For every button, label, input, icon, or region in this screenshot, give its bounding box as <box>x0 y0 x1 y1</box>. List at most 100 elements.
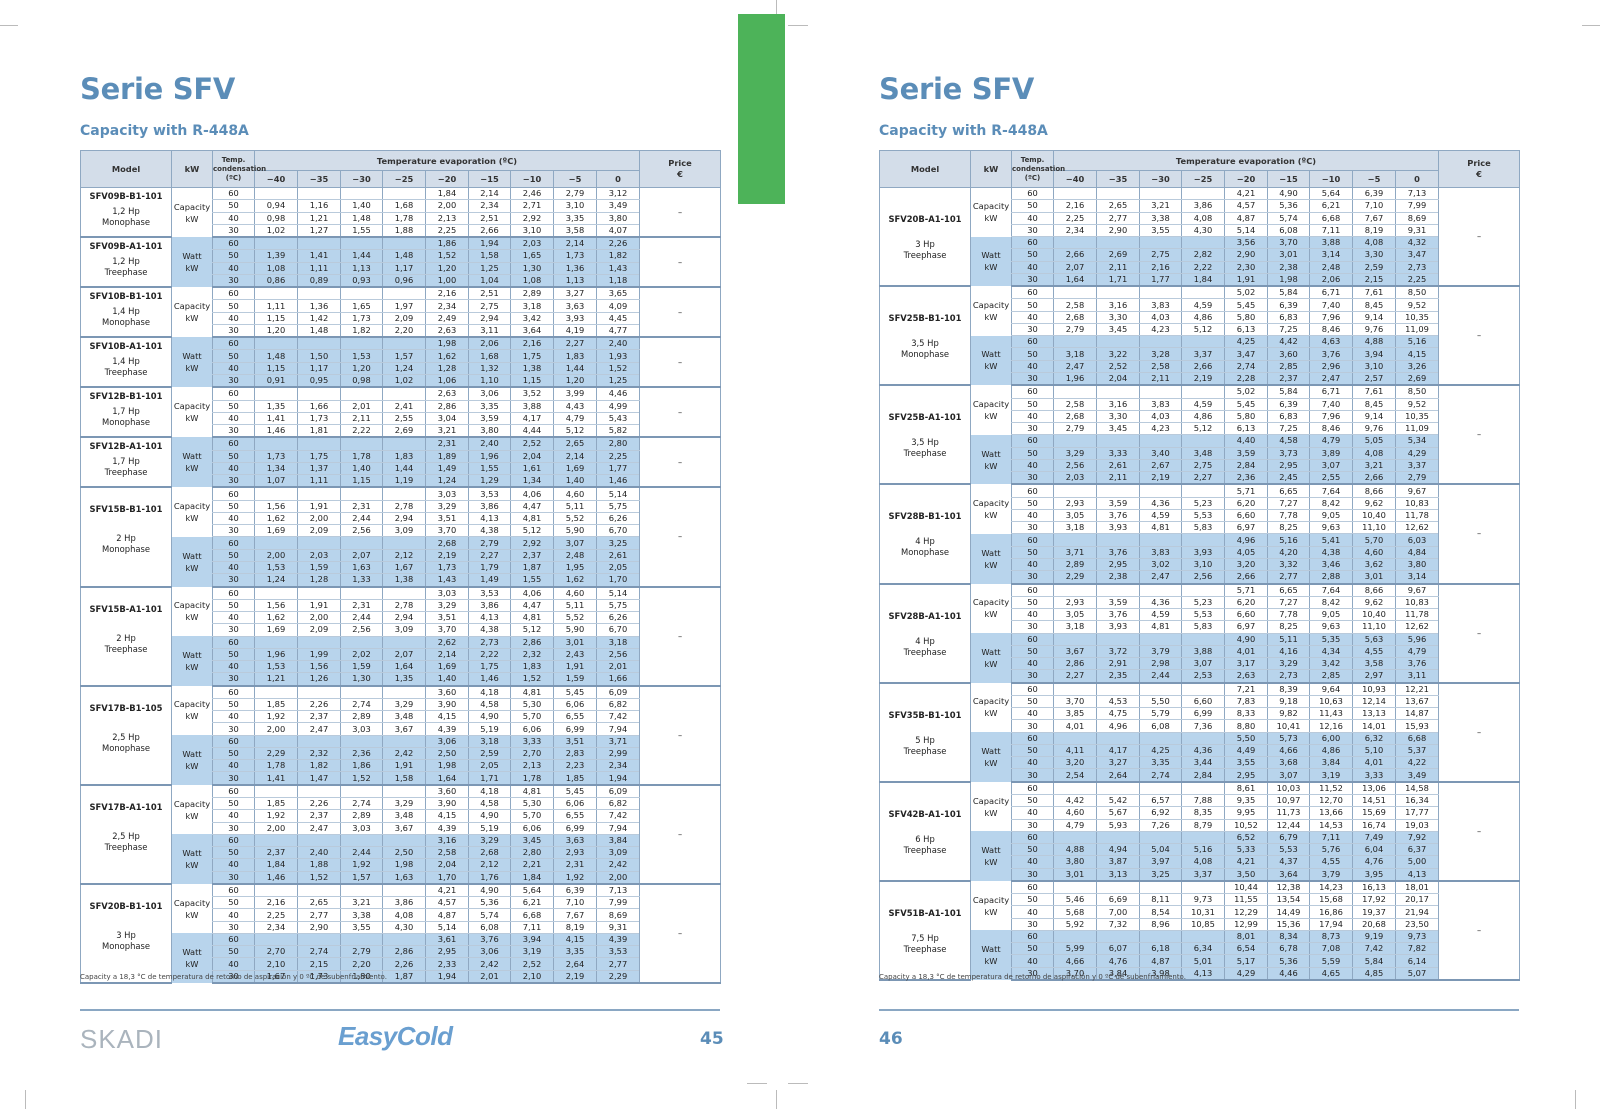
value-cell: 7,42 <box>595 809 640 823</box>
value-cell: 1,35 <box>382 672 426 687</box>
value-cell: 9,05 <box>1309 608 1353 622</box>
value-cell: 7,11 <box>1309 831 1353 845</box>
value-cell <box>1139 880 1182 895</box>
value-cell: 1,92 <box>254 710 298 724</box>
value-cell: 2,86 <box>382 945 426 959</box>
value-cell <box>297 337 341 351</box>
value-cell <box>1139 434 1182 448</box>
value-cell: 1,02 <box>382 374 426 389</box>
unit-cell: Watt kW <box>970 236 1012 287</box>
value-cell: 1,20 <box>254 324 298 339</box>
value-cell: 4,79 <box>1394 645 1439 659</box>
value-cell: 0,96 <box>382 274 426 289</box>
value-cell: 2,34 <box>468 199 511 213</box>
value-cell: 2,89 <box>1053 558 1097 572</box>
value-cell: 8,96 <box>1139 918 1182 931</box>
value-cell: 3,73 <box>1267 447 1310 460</box>
value-cell: 2,57 <box>1352 372 1396 387</box>
value-cell: 2,95 <box>425 945 469 959</box>
temp-condensation-cell: 30 <box>212 274 255 289</box>
value-cell: 3,45 <box>510 834 554 848</box>
value-cell <box>1053 187 1097 201</box>
value-cell: 4,38 <box>468 623 511 637</box>
model-phase: Monophase <box>101 940 151 951</box>
value-cell: 7,32 <box>1096 918 1140 931</box>
evap-col-header: 0 <box>595 170 641 188</box>
value-cell: 2,37 <box>297 710 341 724</box>
value-cell: 1,93 <box>595 349 640 363</box>
value-cell: 1,65 <box>340 299 383 313</box>
value-cell: 2,86 <box>425 400 469 413</box>
value-cell: 2,03 <box>1053 471 1097 486</box>
value-cell: 1,98 <box>425 759 469 773</box>
value-cell: 3,18 <box>468 735 511 748</box>
value-cell: 10,97 <box>1267 794 1310 808</box>
value-cell: 4,25 <box>1139 744 1182 758</box>
value-cell: 1,08 <box>510 274 554 289</box>
value-cell: 6,32 <box>1352 732 1396 745</box>
temp-condensation-cell: 30 <box>1011 323 1054 337</box>
value-cell: 1,07 <box>254 474 298 489</box>
unit-cell: Watt kW <box>970 335 1012 386</box>
value-cell: 3,95 <box>1352 868 1396 882</box>
temp-condensation-cell: 60 <box>1011 533 1054 547</box>
value-cell: 5,19 <box>468 722 511 736</box>
value-cell: 1,28 <box>425 362 469 375</box>
table-row: 30 1,02 1,27 1,55 1,88 2,25 2,66 3,10 3,58 4,07 <box>81 224 721 239</box>
value-cell: 2,14 <box>553 450 597 463</box>
model-power: 1,4 Hp <box>112 306 140 317</box>
temp-condensation-cell: 50 <box>1011 546 1054 559</box>
table-row: 30 2,03 2,11 2,19 2,27 2,36 2,45 2,55 2,66 2,79 <box>880 471 1520 486</box>
temp-condensation-cell: 30 <box>212 524 255 538</box>
crop-mark <box>788 25 808 26</box>
evap-col-header: −10 <box>1309 170 1353 188</box>
value-cell: 4,58 <box>468 698 511 712</box>
temp-condensation-cell: 30 <box>212 374 255 389</box>
value-cell: 2,46 <box>510 187 554 201</box>
value-cell: 4,99 <box>595 400 640 413</box>
value-cell: 4,88 <box>1352 335 1396 349</box>
header-temp-evaporation: Temperature evaporation (ºC) <box>253 150 641 171</box>
value-cell <box>1053 533 1097 547</box>
value-cell: 1,11 <box>297 262 341 275</box>
value-cell <box>1096 286 1140 300</box>
value-cell: 2,30 <box>1224 261 1268 274</box>
value-cell: 6,34 <box>1181 942 1225 956</box>
value-cell: 7,25 <box>1267 323 1310 337</box>
value-cell: 3,71 <box>595 735 640 748</box>
value-cell: 3,26 <box>1394 360 1439 373</box>
value-cell: 2,47 <box>297 822 341 835</box>
unit-cell: Capacity kW <box>171 187 213 238</box>
value-cell: 11,10 <box>1352 521 1396 535</box>
value-cell: 5,74 <box>468 908 511 922</box>
unit-label: kW <box>984 361 998 372</box>
value-cell: 3,61 <box>425 933 469 947</box>
value-cell: 3,27 <box>553 287 597 301</box>
value-cell: 3,47 <box>1394 248 1439 262</box>
value-cell <box>340 287 383 301</box>
value-cell: 3,88 <box>1309 236 1353 250</box>
value-cell: 2,93 <box>1053 596 1097 610</box>
table-row: 30 0,91 0,95 0,98 1,02 1,06 1,10 1,15 1,20 1,25 <box>81 374 721 389</box>
value-cell: 3,03 <box>340 722 383 736</box>
value-cell: 6,99 <box>1181 707 1225 721</box>
value-cell: 7,27 <box>1267 497 1310 510</box>
value-cell: 13,66 <box>1309 806 1353 820</box>
value-cell: 4,86 <box>1181 410 1225 424</box>
value-cell: 7,88 <box>1181 794 1225 808</box>
page-number: 46 <box>879 1029 903 1049</box>
value-cell: 9,05 <box>1309 509 1353 523</box>
value-cell: 3,80 <box>1394 558 1439 572</box>
value-cell: 3,48 <box>382 710 426 724</box>
temp-condensation-cell: 60 <box>1011 434 1054 448</box>
value-cell <box>1139 633 1182 646</box>
table-row: Watt kW 60 2,62 2,73 2,86 3,01 3,18 <box>81 636 721 686</box>
value-cell: 1,69 <box>254 623 298 637</box>
unit-label: kW <box>984 609 998 620</box>
value-cell: 3,83 <box>1139 546 1182 559</box>
value-cell: 1,94 <box>595 771 640 786</box>
value-cell: 2,94 <box>468 312 511 325</box>
value-cell: 2,26 <box>595 237 640 251</box>
table-row: 50 4,88 4,94 5,04 5,16 5,33 5,53 5,76 6,04 6,37 <box>880 843 1520 857</box>
value-cell: 1,11 <box>254 299 298 313</box>
